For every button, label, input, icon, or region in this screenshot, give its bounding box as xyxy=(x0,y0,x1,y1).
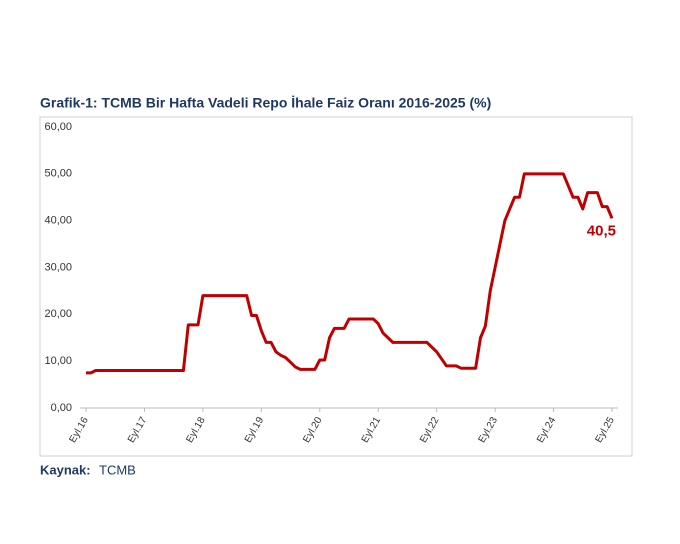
x-tick-label: Eyl.16 xyxy=(67,415,91,445)
x-tick-label: Eyl.22 xyxy=(418,415,442,445)
plot-frame xyxy=(39,116,633,457)
x-tick-label: Eyl.24 xyxy=(535,415,559,445)
x-tick-label: Eyl.21 xyxy=(360,415,384,445)
y-tick-label: 20,00 xyxy=(44,308,72,320)
y-tick-label: 60,00 xyxy=(44,121,72,133)
y-tick-label: 0,00 xyxy=(51,402,72,414)
x-tick-label: Eyl.23 xyxy=(477,415,501,445)
line xyxy=(86,172,614,375)
y-tick-label: 50,00 xyxy=(44,168,72,180)
x-tick-label: Eyl.25 xyxy=(593,415,617,445)
chart-title: Grafik-1: TCMB Bir Hafta Vadeli Repo İha… xyxy=(40,95,491,111)
x-tick-label: Eyl.17 xyxy=(126,415,150,445)
y-tick-label: 10,00 xyxy=(44,355,72,367)
y-tick-label: 40,00 xyxy=(44,215,72,227)
x-tick-label: Eyl.18 xyxy=(184,415,208,445)
x-tick-label: Eyl.19 xyxy=(243,415,267,445)
y-tick-label: 30,00 xyxy=(44,261,72,273)
source: TCMB xyxy=(99,462,136,477)
x-tick-label: Eyl.20 xyxy=(301,415,325,445)
source-label: Kaynak: xyxy=(40,462,91,477)
value-label: 40,5 xyxy=(587,222,616,239)
